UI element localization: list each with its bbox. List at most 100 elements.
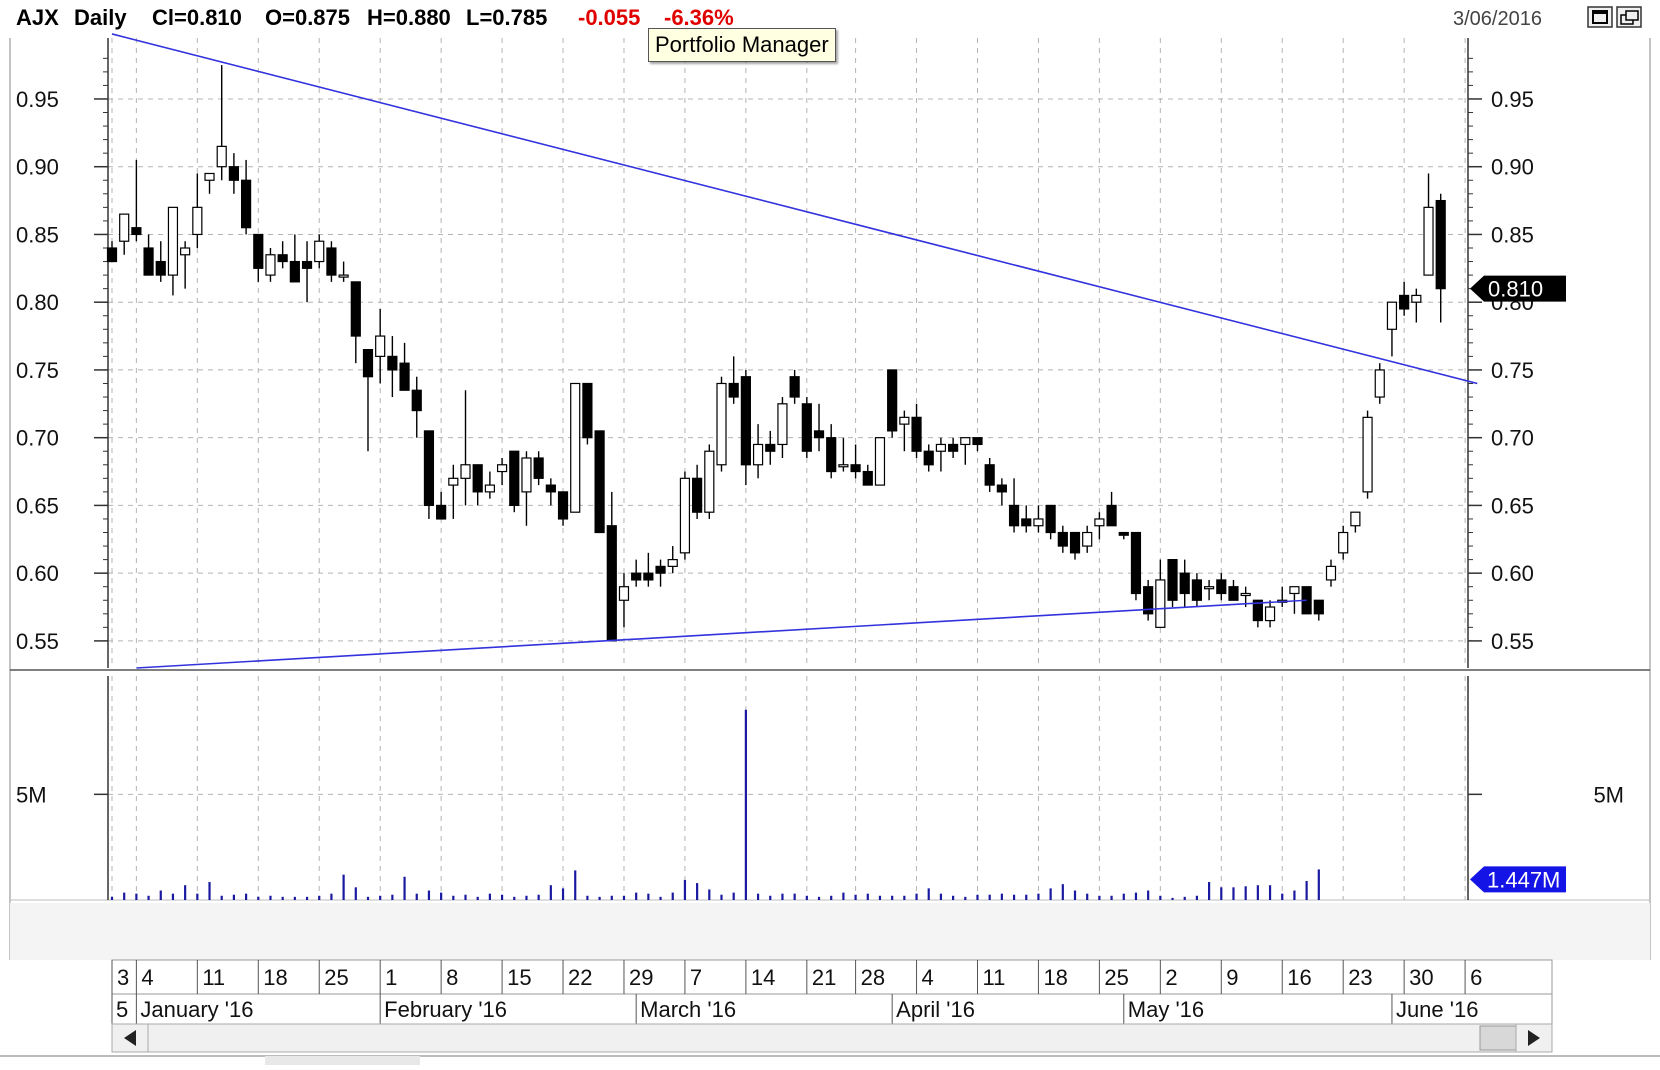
candle-body-up (1350, 511, 1361, 527)
candle-body-down (984, 464, 995, 486)
candle (692, 464, 703, 519)
candle-body-down (765, 443, 776, 452)
month-label: June '16 (1396, 997, 1479, 1022)
candle (1338, 525, 1349, 560)
candle-body-down (472, 464, 483, 493)
candle-body-down (399, 362, 410, 391)
price-axis-label-right: 0.55 (1491, 629, 1534, 654)
status-tab[interactable] (265, 1056, 420, 1065)
candle (192, 173, 203, 248)
candle-body-down (387, 355, 398, 371)
candle (436, 491, 447, 520)
horizontal-scrollbar[interactable] (111, 1023, 1553, 1053)
candle-body-down (131, 227, 142, 236)
candle (850, 444, 861, 479)
candle-body-down (253, 233, 264, 269)
candle-body-down (436, 504, 447, 520)
candle-body-down (557, 491, 569, 520)
candle-body-up (1203, 586, 1215, 590)
candle (460, 390, 471, 506)
candle-body-down (1057, 531, 1068, 547)
candle-body-down (106, 247, 118, 263)
candle-body-up (1264, 606, 1276, 622)
candle (180, 241, 191, 289)
day-tick-label: 16 (1287, 965, 1311, 990)
candle-body-up (838, 464, 849, 468)
candle-body-up (496, 464, 508, 473)
candle-body-down (1021, 518, 1032, 527)
last-price-marker (1470, 275, 1566, 302)
change-percent: -6.36% (664, 5, 734, 30)
candle (375, 308, 386, 384)
candle (387, 336, 398, 398)
candle-body-down (594, 430, 605, 534)
candle-body-up (752, 443, 764, 466)
change-value: -0.055 (578, 5, 640, 30)
candle (667, 546, 678, 574)
candle-body-down (813, 430, 825, 439)
day-tick-label: 11 (982, 965, 1005, 990)
candle (228, 153, 239, 194)
candle-body-up (1094, 518, 1105, 527)
candle (496, 458, 508, 486)
candle-body-up (1386, 301, 1398, 330)
candle (826, 424, 837, 479)
candle (899, 410, 910, 452)
month-label: January '16 (140, 997, 253, 1022)
candle (1057, 525, 1068, 553)
candle (972, 437, 983, 452)
candle-body-up (716, 382, 727, 466)
restore-icon[interactable] (1616, 6, 1642, 28)
candle-body-down (1008, 504, 1020, 527)
candle-body-down (948, 443, 959, 452)
candle-body-down (545, 484, 556, 493)
candle-body-up (874, 437, 886, 486)
price-axis-label-right: 0.70 (1491, 426, 1534, 451)
scroll-thumb[interactable] (1479, 1025, 1517, 1051)
candle (996, 478, 1007, 506)
candle (948, 437, 959, 458)
candle-body-down (423, 430, 435, 507)
candle-body-down (801, 403, 812, 452)
candle-body-up (180, 247, 191, 256)
scroll-right-button[interactable] (1515, 1023, 1553, 1053)
candle (740, 369, 751, 486)
candle-body-up (1374, 369, 1385, 398)
candle-body-down (411, 389, 422, 412)
resistance-trendline (111, 33, 1478, 385)
candle (789, 369, 800, 404)
candle (143, 234, 154, 276)
candle-body-up (265, 254, 276, 276)
candle (1423, 173, 1434, 276)
day-tick-label: 25 (324, 965, 348, 990)
volume-axis-label-right: 5M (1593, 782, 1624, 807)
day-tick-label: 1 (385, 965, 397, 990)
candle (521, 451, 532, 526)
price-axis-label-right: 0.60 (1491, 561, 1534, 586)
day-tick-label: 7 (690, 965, 702, 990)
candle (240, 159, 252, 235)
candle-body-up (960, 437, 971, 446)
price-axis-label-left: 0.55 (16, 629, 59, 654)
candle (216, 65, 227, 181)
candle-body-up (448, 477, 459, 486)
candle-body-up (1289, 586, 1300, 595)
maximize-icon[interactable] (1587, 6, 1613, 28)
candle (618, 573, 630, 628)
candle (1313, 599, 1324, 621)
candle-body-up (484, 484, 495, 493)
candle (570, 382, 581, 513)
candle-body-up (935, 443, 947, 452)
candle-body-down (692, 477, 703, 513)
candle-body-up (119, 213, 130, 242)
candle (533, 451, 544, 486)
trendlines[interactable] (111, 33, 1478, 669)
candle (167, 206, 179, 296)
candle-body-up (521, 457, 532, 493)
candle-body-down (740, 376, 751, 466)
candle-body-up (216, 145, 227, 168)
scroll-left-icon (124, 1030, 136, 1046)
candle-body-down (1216, 579, 1227, 595)
